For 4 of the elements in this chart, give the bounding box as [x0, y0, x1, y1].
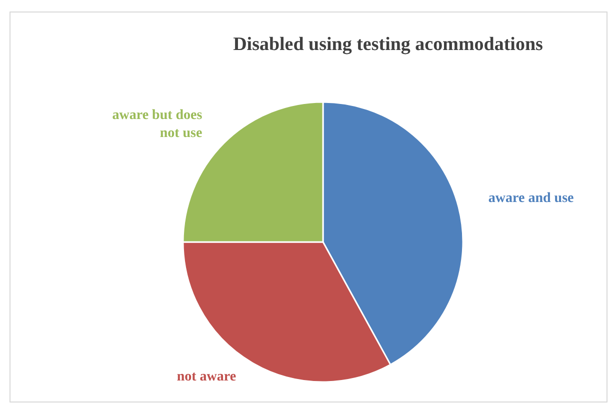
slice-label: not aware	[176, 370, 236, 385]
slice-label: aware and use	[488, 190, 574, 206]
slice-label: aware but does not use	[112, 108, 203, 142]
chart-title: Disabled using testing acommodations	[233, 34, 543, 55]
